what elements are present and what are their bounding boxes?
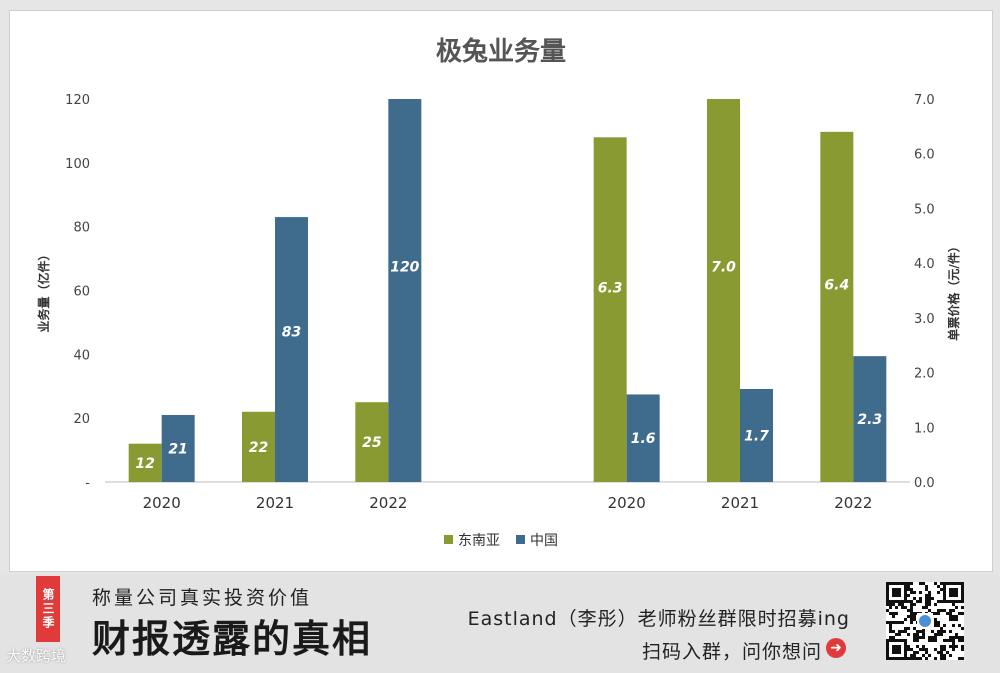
right-tick-label: 0.0	[914, 476, 935, 491]
data-label: 2.3	[857, 412, 882, 428]
legend-label: 东南亚	[458, 533, 500, 549]
data-label: 1.6	[631, 431, 656, 447]
right-tick-label: 7.0	[914, 93, 935, 108]
bar	[161, 414, 195, 482]
left-axis-title: 业务量（亿件）	[36, 248, 51, 332]
category-label: 2020	[608, 494, 646, 512]
bar	[740, 388, 773, 482]
qr-code-icon[interactable]	[886, 582, 964, 660]
data-label: 6.3	[598, 280, 623, 296]
right-tick-label: 3.0	[914, 312, 935, 327]
category-label: 2021	[721, 494, 759, 512]
legend-label: 中国	[530, 533, 558, 549]
chart-frame: 极兔业务量 - 20 40 60 80 100 120 业务量（亿件） 0.0 1.0 2.0 3.0…	[9, 10, 993, 572]
category-label: 2021	[256, 494, 294, 512]
left-tick-label: -	[85, 476, 90, 491]
bar	[275, 217, 308, 482]
bar	[626, 394, 660, 482]
season-badge: 第三季	[36, 576, 60, 642]
arrow-right-icon[interactable]: ➜	[826, 638, 846, 658]
bar	[820, 131, 854, 482]
main-slogan: 财报透露的真相	[92, 616, 373, 661]
left-tick-label: 120	[65, 93, 90, 108]
data-label: 22	[249, 440, 268, 456]
left-tick-label: 60	[73, 285, 90, 300]
bar	[128, 443, 162, 482]
data-label: 83	[282, 324, 301, 340]
bar	[242, 411, 275, 482]
right-tick-label: 1.0	[914, 421, 935, 436]
bar	[593, 137, 627, 483]
right-tick-label: 6.0	[914, 148, 935, 163]
data-label: 7.0	[711, 259, 736, 275]
category-label: 2020	[143, 494, 181, 512]
bar	[388, 99, 422, 482]
right-tick-label: 2.0	[914, 367, 935, 382]
legend-swatch	[516, 535, 525, 544]
bar	[355, 402, 389, 482]
promo-line-1: Eastland（李彤）老师粉丝群限时招募ing	[467, 608, 850, 630]
bar	[707, 99, 740, 482]
bar	[853, 356, 887, 482]
left-tick-label: 20	[73, 412, 90, 427]
data-label: 120	[390, 259, 419, 275]
left-tick-label: 80	[73, 221, 90, 236]
chart-title: 极兔业务量	[436, 37, 566, 67]
chart: 极兔业务量 - 20 40 60 80 100 120 业务量（亿件） 0.0 1.0 2.0 3.0…	[36, 37, 961, 549]
data-label: 21	[168, 441, 187, 457]
right-axis-title: 单票价格（元/件）	[946, 240, 961, 340]
data-label: 12	[135, 456, 154, 472]
right-tick-label: 5.0	[914, 202, 935, 217]
category-label: 2022	[834, 494, 872, 512]
left-tick-label: 100	[65, 157, 90, 172]
sub-slogan: 称量公司真实投资价值	[92, 587, 313, 609]
promo-line-2: 扫码入群，问你想问	[641, 641, 822, 663]
data-label: 6.4	[824, 277, 849, 293]
category-label: 2022	[369, 494, 407, 512]
left-tick-label: 40	[73, 348, 90, 363]
legend-swatch	[444, 535, 453, 544]
watermark-text: 大数跨境	[6, 647, 67, 665]
right-tick-label: 4.0	[914, 257, 935, 272]
data-label: 25	[362, 435, 382, 451]
data-label: 1.7	[744, 428, 769, 444]
